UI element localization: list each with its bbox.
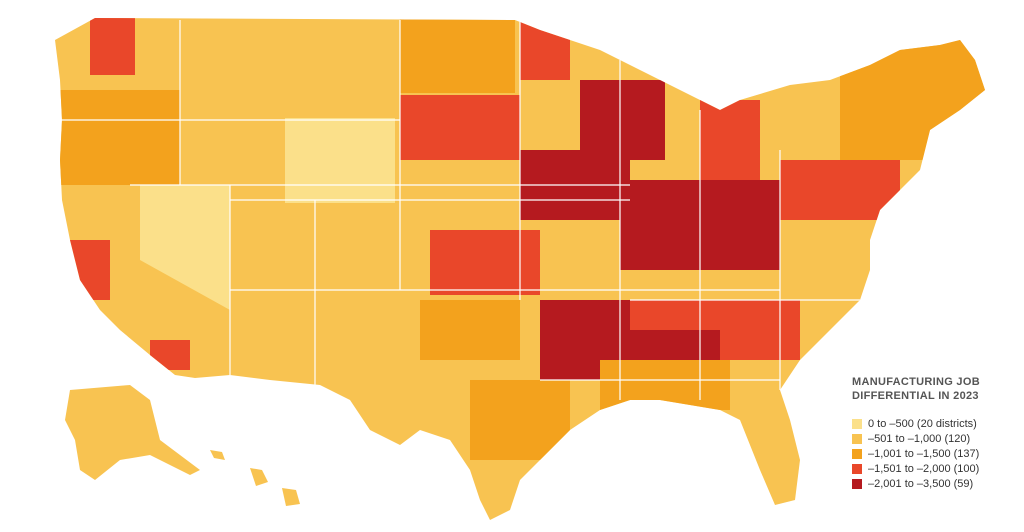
- region: [140, 185, 230, 310]
- hawaii: [282, 488, 300, 506]
- legend: MANUFACTURING JOB DIFFERENTIAL IN 2023 0 t…: [852, 376, 980, 490]
- region: [400, 18, 515, 93]
- legend-swatch: [852, 419, 862, 429]
- region: [700, 100, 760, 180]
- region: [420, 300, 520, 360]
- region: [150, 340, 190, 370]
- alaska: [65, 385, 200, 480]
- border-lines: [60, 20, 860, 400]
- legend-swatch: [852, 449, 862, 459]
- region: [780, 160, 900, 220]
- legend-swatch: [852, 434, 862, 444]
- legend-label: –2,001 to –3,500 (59): [868, 478, 973, 490]
- region: [840, 40, 985, 160]
- legend-title: MANUFACTURING JOB: [852, 376, 980, 388]
- region: [470, 380, 570, 460]
- legend-swatch: [852, 464, 862, 474]
- region: [520, 20, 570, 80]
- region: [285, 118, 395, 203]
- region: [430, 230, 540, 295]
- region: [90, 18, 135, 75]
- legend-title: DIFFERENTIAL IN 2023: [852, 390, 979, 402]
- legend-swatch: [852, 479, 862, 489]
- region: [580, 80, 665, 160]
- hawaii: [210, 450, 225, 460]
- legend-label: –501 to –1,000 (120): [868, 433, 970, 445]
- state-borders: [60, 20, 860, 400]
- legend-label: –1,501 to –2,000 (100): [868, 463, 979, 475]
- hawaii: [250, 468, 268, 486]
- legend-label: –1,001 to –1,500 (137): [868, 448, 979, 460]
- region: [70, 240, 110, 300]
- region: [400, 95, 520, 160]
- legend-label: 0 to –500 (20 districts): [868, 418, 977, 430]
- region: [60, 90, 180, 185]
